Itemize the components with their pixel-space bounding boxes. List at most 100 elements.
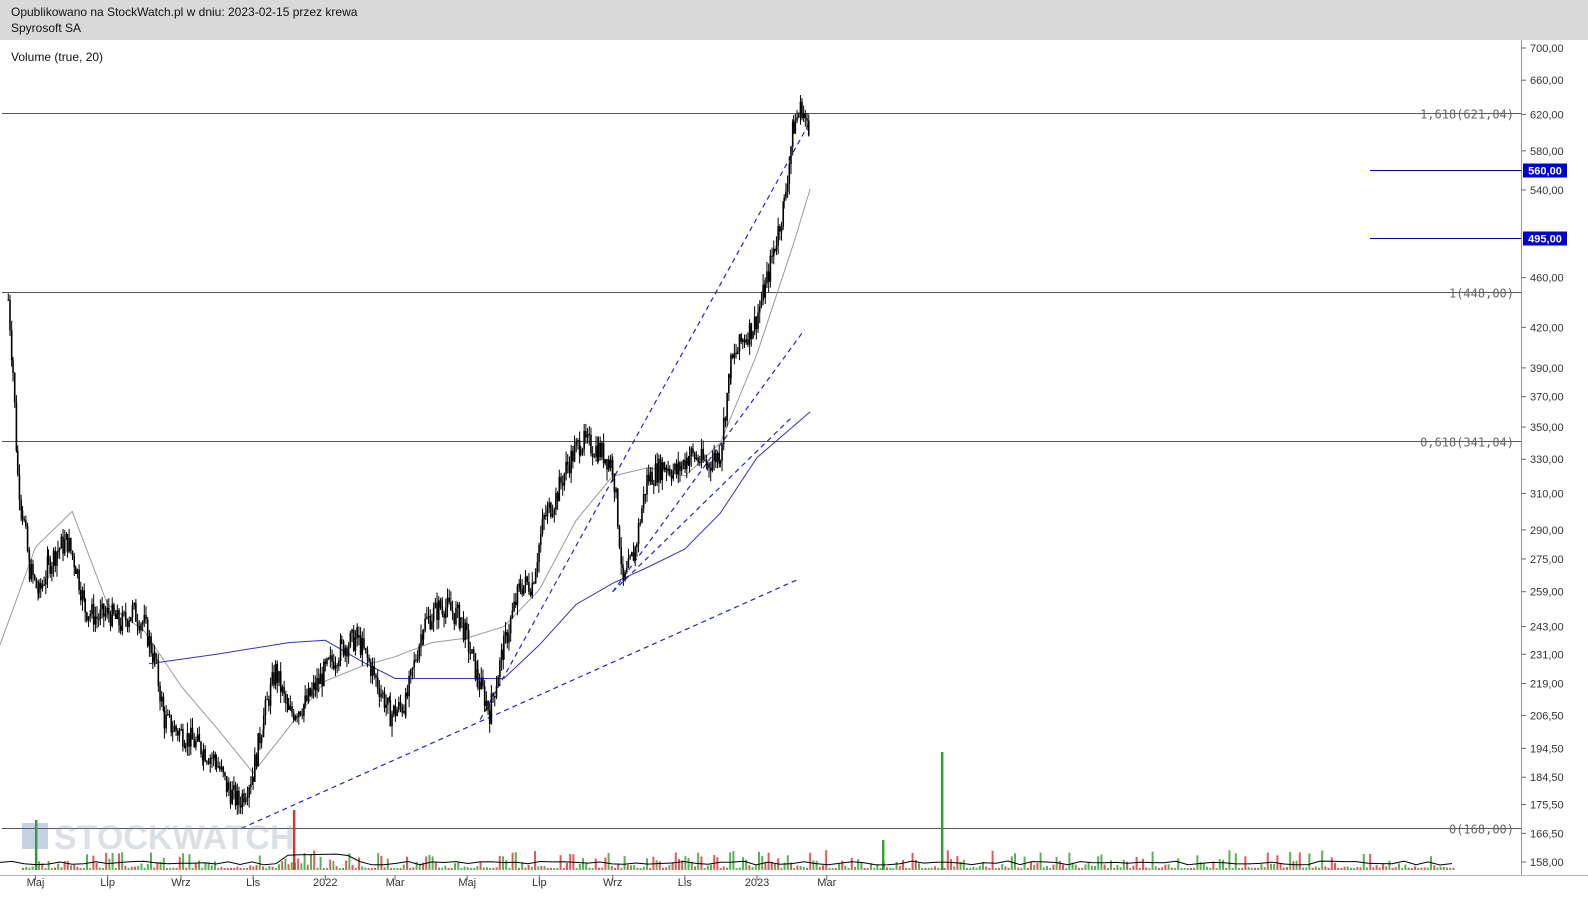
volume-bar — [767, 852, 770, 870]
candle-body — [480, 677, 483, 690]
volume-bar — [988, 867, 991, 870]
volume-bar — [198, 860, 200, 870]
volume-bar — [345, 860, 348, 870]
candle-body — [469, 652, 472, 654]
volume-bar — [444, 865, 447, 870]
candle-body — [321, 673, 323, 687]
candle-body — [339, 639, 342, 661]
volume-bar — [1071, 862, 1074, 870]
volume-bar — [1270, 863, 1272, 870]
candle-body — [86, 612, 88, 621]
volume-bar — [924, 867, 927, 870]
candle-body — [477, 669, 479, 683]
candle-body — [91, 604, 93, 615]
volume-bar — [1318, 867, 1320, 870]
volume-bar — [537, 866, 540, 870]
candle-body — [30, 563, 33, 580]
candle-body — [299, 711, 302, 715]
candle-body — [287, 704, 290, 710]
candle-body — [130, 617, 132, 621]
candle-body — [32, 563, 34, 576]
volume-bar — [1062, 864, 1064, 870]
volume-bar — [620, 867, 623, 870]
volume-bar — [1321, 850, 1324, 870]
volume-bar — [598, 867, 600, 870]
candle-body — [79, 590, 82, 601]
candle-body — [269, 683, 272, 706]
volume-bar — [514, 852, 517, 870]
volume-bar — [1263, 867, 1266, 870]
price-tick-label: 330,00 — [1530, 454, 1564, 466]
volume-bar — [1142, 858, 1144, 870]
volume-bar — [290, 862, 293, 870]
candle-body — [518, 583, 520, 587]
candle-body — [758, 306, 761, 313]
candle-body — [70, 538, 72, 552]
price-tick-label: 243,00 — [1530, 622, 1564, 634]
volume-bar — [482, 867, 485, 870]
volume-bar — [658, 861, 661, 870]
volume-bar — [527, 864, 530, 870]
candle-body — [669, 468, 671, 475]
candle-body — [312, 682, 315, 690]
volume-bar — [946, 850, 949, 870]
volume-bar — [447, 867, 450, 870]
volume-bar — [1180, 867, 1183, 870]
candle-body — [733, 352, 736, 358]
volume-bar — [697, 852, 700, 870]
volume-bar — [690, 861, 693, 870]
candle-body — [351, 629, 353, 633]
volume-bar — [367, 867, 370, 870]
candle-body — [568, 464, 571, 474]
candle-body — [728, 374, 730, 394]
volume-bar — [687, 857, 690, 870]
price-tick-label: 259,00 — [1530, 587, 1564, 599]
candle-body — [767, 271, 770, 282]
volume-bar — [508, 867, 511, 870]
volume-bar — [214, 861, 216, 870]
candle-body — [217, 766, 219, 768]
volume-bar — [1218, 859, 1221, 870]
volume-bar — [127, 867, 130, 870]
volume-bar — [415, 861, 418, 870]
volume-bar — [329, 859, 332, 870]
volume-bar — [1398, 863, 1400, 870]
candle-body — [109, 614, 112, 626]
candle-body — [434, 602, 437, 608]
volume-bar — [796, 865, 799, 870]
candle-body — [200, 742, 202, 755]
volume-bar — [540, 866, 543, 870]
candle-body — [748, 323, 751, 345]
candle-body — [248, 787, 250, 798]
volume-bar — [130, 866, 133, 870]
volume-bar — [1151, 851, 1154, 870]
candle-body — [385, 704, 387, 708]
candle-body — [550, 502, 552, 517]
candle-body — [56, 552, 58, 566]
candle-body — [301, 714, 304, 716]
volume-bar — [316, 867, 319, 870]
candle-body — [556, 492, 559, 502]
volume-bar — [1148, 867, 1151, 870]
candle-body — [495, 686, 498, 698]
candle-body — [753, 316, 756, 332]
volume-bar — [662, 867, 664, 870]
candle-body — [389, 700, 392, 727]
volume-bar — [921, 868, 924, 870]
candle-body — [773, 248, 776, 251]
candle-body — [193, 739, 195, 748]
candle-body — [531, 582, 534, 596]
volume-bar — [422, 862, 424, 870]
candle-body — [74, 567, 77, 574]
candle-body — [366, 649, 369, 658]
candle-body — [126, 620, 129, 627]
volume-bar — [159, 861, 162, 870]
candle-body — [84, 598, 86, 613]
candle-body — [609, 459, 612, 469]
volume-bar — [31, 866, 34, 870]
volume-bar — [898, 866, 901, 870]
price-tick-label: 206,50 — [1530, 711, 1564, 723]
volume-bar — [972, 866, 975, 870]
volume-bar — [450, 867, 453, 870]
candle-body — [65, 534, 68, 540]
